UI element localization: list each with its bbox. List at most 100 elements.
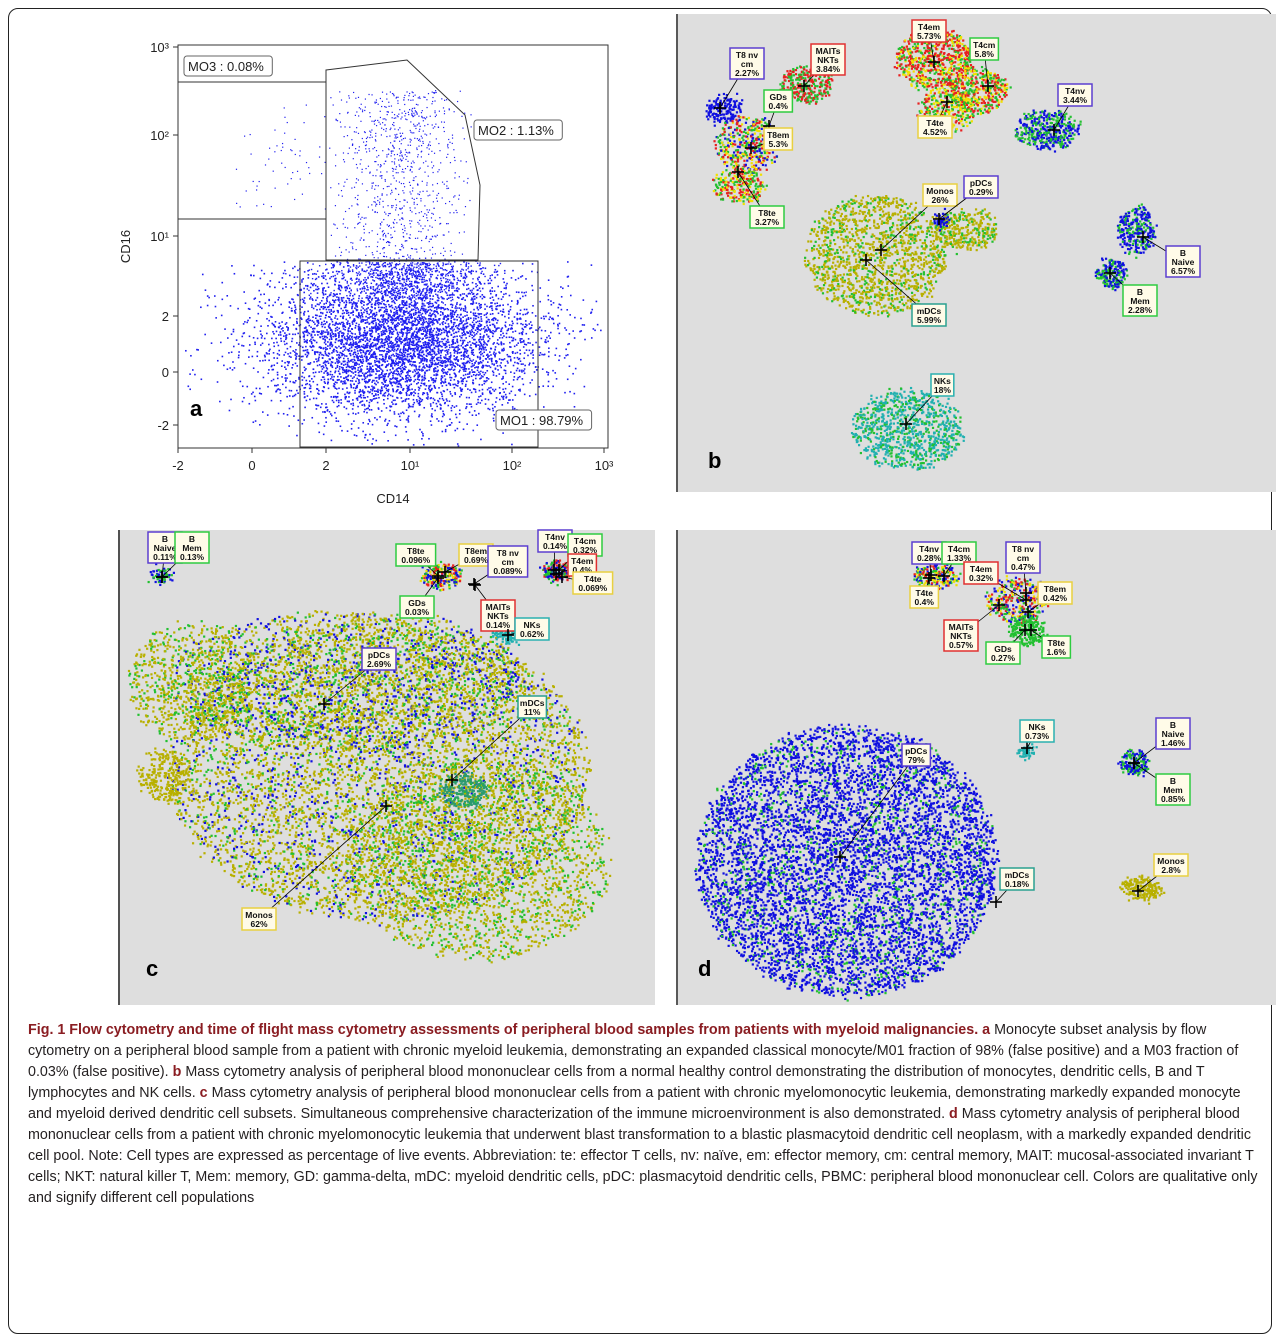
population-label-text: cm: [1017, 553, 1030, 563]
population-label-text: 0.32%: [573, 545, 598, 555]
population-label-text: 62%: [250, 919, 267, 929]
population-label-text: T4em: [918, 22, 941, 32]
label-leader: [839, 754, 917, 858]
x-tick-label: 10²: [503, 458, 522, 473]
population-label-text: mDCs: [520, 698, 545, 708]
cell-clusters: [705, 27, 1158, 471]
population-label-text: 0.03%: [405, 607, 430, 617]
population-label-text: T4cm: [973, 40, 996, 50]
population-label-box: [480, 599, 516, 632]
population-label-text: NKs: [1028, 722, 1045, 732]
population-label-text: cm: [741, 59, 754, 69]
gate-mo2: [325, 59, 481, 261]
population-label-text: 0.57%: [949, 640, 974, 650]
population-label-box: [909, 585, 940, 609]
population-label-text: Mem: [1163, 785, 1183, 795]
population-label-text: pDCs: [368, 650, 390, 660]
population-label-box: [917, 115, 953, 139]
population-label-text: T8 nv: [736, 50, 758, 60]
population-label-box: [1005, 541, 1041, 574]
population-label-box: [1155, 773, 1191, 806]
population-label-text: Monos: [245, 910, 273, 920]
caption-text-c: Mass cytometry analysis of peripheral bl…: [28, 1085, 1241, 1122]
caption-label-d: d: [949, 1106, 958, 1122]
population-label-text: T8em: [1044, 584, 1067, 594]
gate-mo1: [299, 260, 539, 448]
population-label-box: [395, 543, 437, 567]
caption-label-a: a: [982, 1022, 990, 1038]
population-label-text: T8em: [465, 546, 488, 556]
population-label-text: 5.8%: [975, 49, 995, 59]
population-label-box: [1155, 717, 1191, 750]
caption-label-c: c: [200, 1085, 208, 1101]
population-label-text: B: [162, 534, 168, 544]
population-label-text: Naive: [154, 543, 177, 553]
population-label-text: 0.85%: [1161, 794, 1186, 804]
label-leader: [451, 706, 533, 781]
panel-b-mass-cytometry: T4em 5.73% T4cm 5.8% MAITs NKTs 3.84% T8 nv cm 2.…: [676, 14, 1276, 492]
population-label-text: GDs: [408, 598, 426, 608]
gate-label-mo2: MO2 : 1.13%: [478, 123, 554, 138]
population-label-text: cm: [502, 557, 515, 567]
population-label-text: 0.069%: [578, 583, 607, 593]
population-label-text: B: [1170, 776, 1176, 786]
population-label-box: [1037, 581, 1073, 605]
population-label-text: NKs: [523, 620, 540, 630]
population-label-text: 0.47%: [1011, 562, 1036, 572]
population-label-text: 5.73%: [917, 31, 942, 41]
population-label-text: 11%: [524, 707, 541, 717]
tsne-background: [678, 530, 1276, 1005]
population-label-text: T4em: [970, 564, 993, 574]
population-label-text: 0.18%: [1005, 879, 1030, 889]
gate-label-mo3: MO3 : 0.08%: [188, 59, 264, 74]
population-label-box: [911, 19, 947, 43]
population-label-text: T8te: [1047, 638, 1065, 648]
caption-title: Fig. 1 Flow cytometry and time of flight…: [28, 1022, 978, 1038]
population-label-text: 3.44%: [1063, 95, 1088, 105]
y-tick-label: 10²: [150, 128, 169, 143]
population-label-text: 0.096%: [401, 555, 430, 565]
population-label-text: pDCs: [970, 178, 992, 188]
tsne-background: [118, 530, 655, 1005]
population-label-text: 0.29%: [969, 187, 994, 197]
population-label-box: [922, 183, 958, 207]
gate-label-mo1: MO1 : 98.79%: [500, 413, 584, 428]
population-label-text: 2.27%: [735, 68, 760, 78]
population-label-text: T4nv: [1065, 86, 1085, 96]
gate-label-box-mo1: [495, 409, 593, 431]
population-label-text: 0.27%: [991, 653, 1016, 663]
population-label-text: GDs: [994, 644, 1012, 654]
population-label-text: 0.14%: [486, 620, 511, 630]
population-label-text: 4.52%: [923, 127, 948, 137]
population-label-text: 2.69%: [367, 659, 392, 669]
population-label-text: B: [1170, 720, 1176, 730]
x-tick-label: 0: [248, 458, 255, 473]
population-label-box: [174, 531, 210, 564]
population-label-text: 79%: [908, 755, 925, 765]
panel-letter-c: c: [146, 956, 158, 981]
label-leader: [258, 805, 387, 920]
population-label-box: [572, 571, 614, 595]
population-label-text: MAITs: [816, 46, 841, 56]
population-label-box: [930, 373, 955, 397]
panel-letter-a: a: [190, 396, 203, 421]
population-label-box: [969, 37, 1000, 61]
population-label-text: 0.28%: [917, 553, 942, 563]
population-label-text: 0.4%: [915, 597, 935, 607]
x-axis-label: CD14: [376, 491, 409, 506]
population-label-text: T4te: [926, 118, 944, 128]
population-label-text: T4cm: [948, 544, 971, 554]
y-tick-label: -2: [157, 418, 169, 433]
population-label-text: Monos: [1157, 856, 1185, 866]
population-label-box: [1153, 853, 1189, 877]
x-tick-label: -2: [172, 458, 184, 473]
population-label-text: MAITs: [949, 622, 974, 632]
population-label-text: NKTs: [487, 611, 509, 621]
population-label-text: mDCs: [917, 306, 942, 316]
population-label-text: T8 nv: [497, 548, 519, 558]
caption-text-b: Mass cytometry analysis of peripheral bl…: [28, 1064, 1204, 1101]
population-label-text: 0.62%: [520, 629, 545, 639]
panel-c-plot: BNaive0.11%BMem0.13%T8te0.096%T8em0.69%T…: [118, 529, 655, 1005]
